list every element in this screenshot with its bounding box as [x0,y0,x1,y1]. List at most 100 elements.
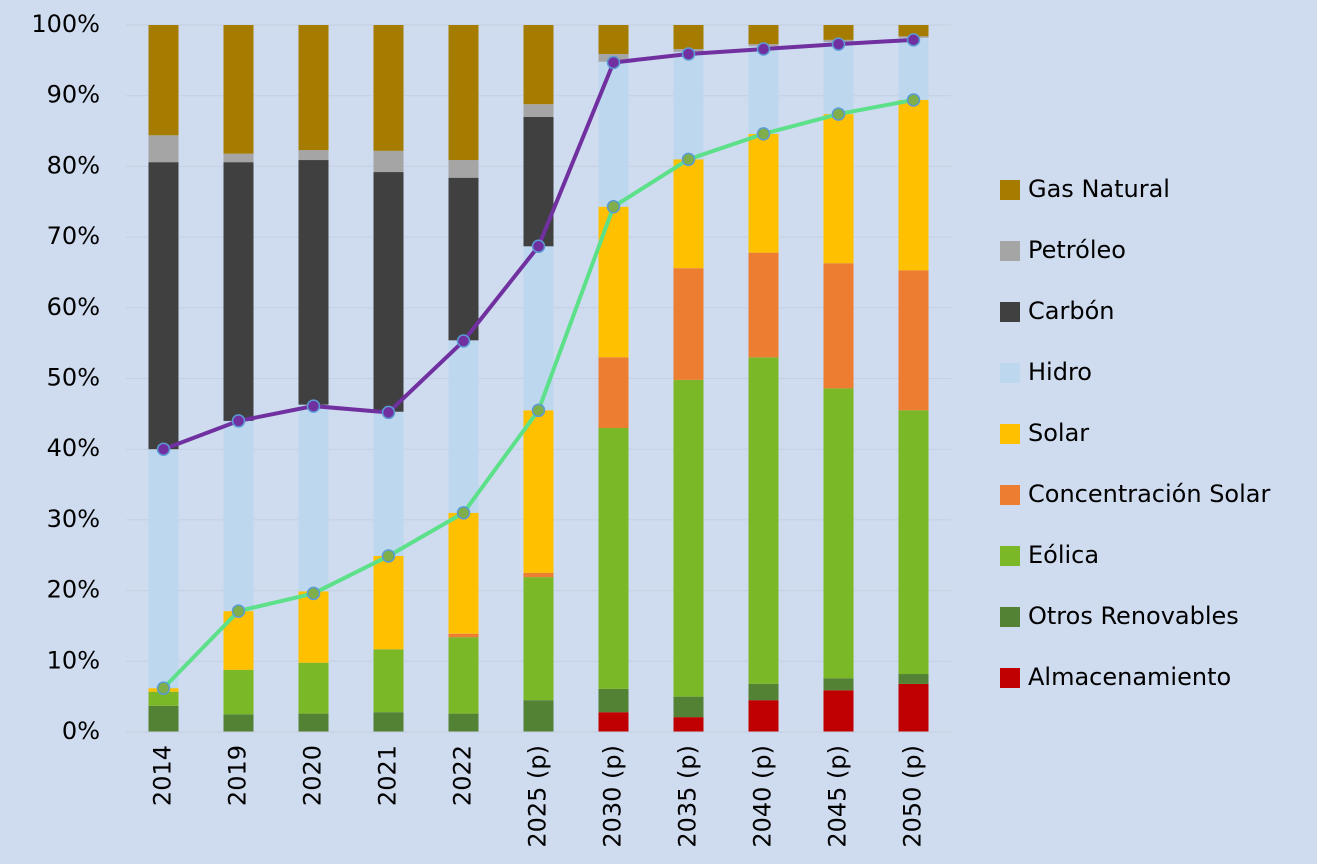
bar-segment [373,25,404,151]
bar-segment [673,379,704,697]
bar-segment [598,25,629,54]
line-marker [306,586,321,601]
bar-segment [298,160,329,405]
bar-segment [598,712,629,732]
bar-segment [748,46,779,134]
legend-label: Eólica [1028,541,1099,569]
line-marker [381,405,396,420]
line-marker [756,42,771,56]
bar-segment [598,206,629,358]
bar-segment [598,427,629,689]
legend-label: Otros Renovables [1028,602,1239,630]
bar-segment [148,449,179,689]
legend-label: Solar [1028,419,1089,447]
legend-swatch [1000,607,1020,627]
bar-segment [148,162,179,450]
bar-segment [898,37,929,100]
bar-segment [298,25,329,151]
y-tick-label: 90% [47,81,100,109]
bar-segment [748,25,779,45]
bar-segment [373,411,404,556]
bar-segment [523,700,554,732]
legend-swatch [1000,424,1020,444]
bar-segment [448,25,479,161]
line-marker [456,506,471,520]
legend-label: Almacenamiento [1028,663,1231,691]
bar-segment [298,404,329,592]
y-tick-label: 50% [47,364,100,392]
bar-segment [298,713,329,732]
x-tick-label: 2014 [149,745,177,806]
legend-label: Gas Natural [1028,175,1170,203]
y-tick-label: 0% [62,717,100,745]
line-marker [681,47,696,61]
bar-segment [523,410,554,573]
bar-segment [298,591,329,663]
line-marker [156,442,171,456]
bar-segment [148,705,179,732]
bar-segment [448,713,479,732]
bar-segment [448,340,479,513]
y-tick-label: 30% [47,505,100,533]
bar-segment [898,99,929,271]
bar-segment [748,357,779,684]
x-tick-label: 2030 (p) [599,745,627,848]
bar-segment [748,683,779,701]
bar-segment [673,268,704,380]
line-marker [831,107,846,121]
bar-segment [223,669,254,715]
bar-segment [898,270,929,411]
bar-segment [748,133,779,253]
bar-segment [223,714,254,732]
x-tick-label: 2025 (p) [524,745,552,848]
x-tick-label: 2045 (p) [824,745,852,848]
legend-label: Concentración Solar [1028,480,1270,508]
bar-segment [673,25,704,50]
x-tick-label: 2020 [299,745,327,806]
legend-swatch [1000,363,1020,383]
legend-label: Petróleo [1028,236,1126,264]
line-marker [681,152,696,167]
legend-swatch [1000,302,1020,322]
y-tick-label: 100% [31,10,100,38]
bar-segment [898,25,929,37]
bar-segment [673,717,704,732]
line-marker [606,55,621,70]
bar-segment [823,690,854,732]
bar-segment [898,410,929,675]
bar-segment [823,263,854,389]
bar-segment [523,25,554,105]
y-tick-label: 20% [47,576,100,604]
line-marker [231,414,246,428]
bar-segment [223,153,254,163]
line-marker [306,399,321,413]
line-marker [906,93,921,107]
legend-label: Carbón [1028,297,1114,325]
legend-label: Hidro [1028,358,1092,386]
bar-segment [823,41,854,115]
bar-segment [148,691,179,706]
line-marker [381,549,396,563]
line-marker [156,681,171,695]
x-tick-label: 2035 (p) [674,745,702,848]
line-marker [831,37,846,51]
bar-segment [823,388,854,679]
line-marker [531,239,546,254]
bar-segment [223,420,254,612]
bar-segment [373,150,404,173]
bar-segment [898,683,929,732]
line-marker [606,199,621,214]
bar-segment [523,116,554,247]
y-tick-label: 10% [47,646,100,674]
bar-segment [523,572,554,578]
line-marker [231,604,246,618]
bar-segment [448,633,479,638]
y-tick-label: 40% [47,434,100,462]
bar-segment [298,150,329,161]
bar-segment [223,25,254,154]
bar-segment [448,512,479,634]
bar-segment [373,555,404,650]
line-marker [906,33,921,47]
x-tick-label: 2022 [449,745,477,806]
bar-segment [673,159,704,269]
